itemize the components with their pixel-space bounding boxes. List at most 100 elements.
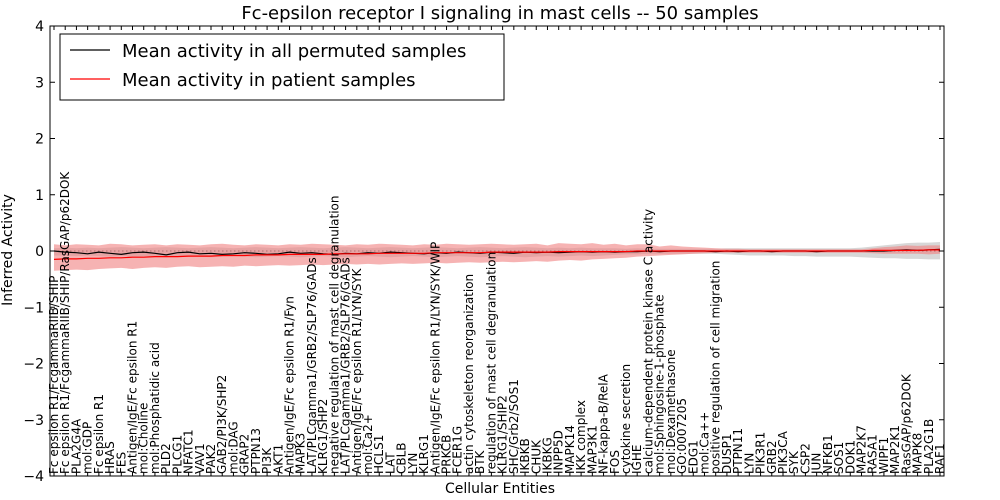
legend-label-patient: Mean activity in patient samples: [122, 70, 416, 91]
x-tick-label: GRB2: [765, 440, 779, 474]
x-tick-label: LYN: [406, 453, 420, 474]
x-tick-label: PRKCB: [440, 435, 454, 474]
y-tick-label: −1: [23, 300, 44, 316]
x-tick-label: NFKB1: [821, 434, 835, 474]
x-tick-label: MAP2K1: [888, 425, 902, 474]
x-tick-label: PTPN11: [731, 428, 745, 474]
x-tick-label: KLRG1/SHP2: [316, 399, 330, 474]
x-tick-label: GAB2/PI3K/SHP2: [215, 375, 229, 474]
x-tick-label: SOS1: [832, 442, 846, 474]
x-axis-title: Cellular Entities: [445, 481, 555, 497]
y-tick-label: 0: [35, 244, 44, 260]
x-tick-label: BTK: [473, 449, 487, 474]
x-tick-label: KLRG1/SHIP2: [496, 395, 510, 474]
x-tick-label: Antigen/IgE/Fc epsilon R1/LYN/SYK/WIP: [428, 242, 442, 474]
x-tick-label: mol:Sphingosine-1-phosphate: [653, 295, 667, 475]
x-tick-label: JUN: [810, 453, 824, 475]
legend: Mean activity in all permuted samples Me…: [59, 33, 505, 101]
x-tick-label: PLD2: [159, 443, 173, 474]
x-tick-label: mol:DAG: [226, 421, 240, 474]
x-tick-label: Fc epsilon R1/FcgammaRIIB/SHIP: [47, 276, 61, 474]
x-tick-label: AKT1: [271, 444, 285, 474]
x-tick-label: DOK1: [843, 440, 857, 474]
x-tick-label: HCLS1: [372, 435, 386, 474]
x-tick-label: PLCG1: [170, 435, 184, 474]
x-tick-label: MAP2K7: [855, 425, 869, 474]
x-tick-label: RAF1: [933, 443, 947, 474]
x-tick-label: PAK2: [204, 444, 218, 474]
x-tick-label: RASA1: [866, 434, 880, 474]
x-tick-label: LYN: [742, 453, 756, 474]
x-tick-label: INPP5D: [552, 430, 566, 474]
x-tick-label: PLA2G1B: [922, 419, 936, 474]
x-tick-label: FOS: [608, 450, 622, 474]
x-tick-label: FES: [114, 452, 128, 474]
x-tick-label: GO:0007205: [675, 398, 689, 474]
x-tick-label: MAP3K1: [585, 425, 599, 474]
x-tick-label: positive regulation of cell migration: [709, 261, 723, 474]
x-tick-label: NFATC1: [182, 429, 196, 474]
x-tick-label: Antigen/IgE/Fc epsilon R1: [126, 321, 140, 474]
legend-box: [59, 33, 505, 101]
x-tick-label: RasGAP/p62DOK: [899, 373, 913, 474]
y-tick-label: 4: [35, 19, 44, 35]
x-tick-label: LAT/PLCgamma1/GRB2/SLP76/GADs: [305, 257, 319, 474]
x-tick-label: NF-kappa-B/RelA: [597, 373, 611, 474]
x-tick-label: LAT/PLCgamma1/GRB2/SLP76/GADs: [339, 257, 353, 474]
x-tick-label: MAPK3: [294, 433, 308, 474]
x-tick-label: regulation of mast cell degranulation: [484, 252, 498, 474]
y-axis-title: Inferred Activity: [0, 194, 16, 306]
x-tick-label: MAPK8: [911, 433, 925, 474]
patient-mean-line: [53, 249, 940, 260]
x-tick-label: PTPN13: [249, 428, 263, 474]
axis-layer: −4 −3 −2 −1 0 1 2 3 4: [23, 19, 945, 485]
x-tick-label: LAT: [384, 452, 398, 474]
x-tick-label: mol:GDP: [81, 422, 95, 474]
y-tick-label: −2: [23, 357, 44, 373]
x-tick-label: cytokine secretion: [619, 364, 633, 474]
legend-label-permuted: Mean activity in all permuted samples: [122, 41, 466, 62]
x-tick-label: IGHE: [630, 445, 644, 474]
x-tick-label: Fc epsilon R1: [92, 394, 106, 474]
x-tick-label: mol:Ca2+: [361, 414, 375, 474]
x-tick-label: mol:Phosphatidic acid: [148, 342, 162, 474]
x-tick-label: VAV1: [193, 443, 207, 474]
y-tick-label: −3: [23, 413, 44, 429]
x-tick-label: GRAP2: [238, 434, 252, 474]
x-tick-label: mol:Ca++: [698, 412, 712, 474]
x-tick-label: Fc epsilon R1/FcgammaRIIB/SHIP/RasGAP/p6…: [58, 171, 72, 474]
x-tick-label: DUSP1: [720, 433, 734, 474]
x-tick-label: calcium-dependent protein kinase C activ…: [641, 209, 655, 474]
x-tick-label: FCER1G: [451, 426, 465, 474]
x-tick-label: mol:Dexamethasone: [664, 349, 678, 474]
x-tick-label: Antigen/IgE/Fc epsilon R1/LYN/SYK: [350, 267, 364, 474]
x-tick-label: IKBKB: [518, 438, 532, 474]
x-tick-label: PLA2G4A: [69, 418, 83, 474]
x-tick-label: PIK3R1: [754, 432, 768, 474]
y-tick-label: 1: [35, 188, 44, 204]
patient-spread-band: [54, 243, 940, 271]
x-tick-label: PIK3CA: [776, 430, 790, 474]
x-tick-label: WIPF1: [877, 437, 891, 474]
x-tick-label: SHC/Grb2/SOS1: [507, 379, 521, 474]
x-tick-label: actin cytoskeleton reorganization: [462, 274, 476, 474]
x-tick-label: KLRG1: [417, 434, 431, 474]
x-tick-label: IKK complex: [574, 400, 588, 474]
x-tick-label: MAPK14: [563, 425, 577, 474]
chart-title: Fc-epsilon receptor I signaling in mast …: [241, 3, 758, 24]
y-tick-label: 2: [35, 132, 44, 148]
y-tick-label: 3: [35, 75, 44, 91]
x-tick-label: EDG1: [686, 440, 700, 474]
x-tick-label: PI3K: [260, 447, 274, 474]
x-tick-label: negative regulation of mast cell degranu…: [327, 195, 341, 474]
line-layer: [53, 248, 941, 260]
x-tick-label: CHUK: [529, 439, 543, 474]
y-tick-label: −4: [23, 469, 44, 485]
x-tick-label: CBLB: [395, 442, 409, 474]
x-tick-label: CSP2: [798, 443, 812, 474]
x-tick-label: Antigen/IgE/Fc epsilon R1/Fyn: [283, 296, 297, 474]
x-tick-label: SYK: [787, 450, 801, 474]
x-tick-label: HRAS: [103, 441, 117, 474]
